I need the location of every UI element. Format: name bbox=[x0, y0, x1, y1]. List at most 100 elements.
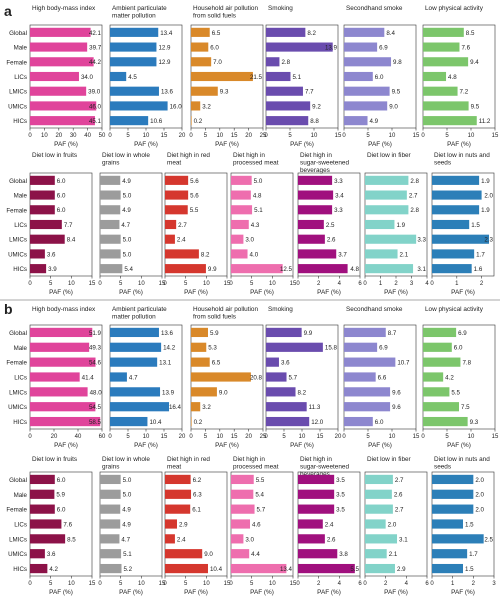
subplot-title: Diet low in fruits bbox=[32, 456, 77, 463]
x-tick-label: 0 bbox=[296, 581, 300, 587]
bar-value-label: 2.8 bbox=[281, 59, 290, 66]
bar-value-label: 6.0 bbox=[57, 507, 66, 514]
bar bbox=[365, 190, 407, 200]
bar-value-label: 7.7 bbox=[64, 222, 73, 229]
bar bbox=[231, 534, 244, 544]
bar-value-label: 7.6 bbox=[63, 521, 72, 528]
bar bbox=[298, 563, 355, 574]
category-label: LICs bbox=[14, 222, 27, 229]
bar bbox=[231, 489, 254, 499]
subplot-title: Secondhand smoke bbox=[346, 5, 403, 12]
bar bbox=[30, 190, 55, 200]
subplot-title-line: matter pollution bbox=[112, 13, 156, 20]
bar-value-label: 2.7 bbox=[409, 192, 418, 199]
bar-value-label: 5.0 bbox=[123, 251, 132, 258]
bar bbox=[365, 474, 393, 485]
bar bbox=[30, 42, 88, 52]
bar bbox=[30, 357, 96, 367]
subplot-title-line: matter pollution bbox=[112, 314, 156, 321]
x-tick-label: 5 bbox=[49, 581, 53, 587]
bar bbox=[432, 549, 468, 559]
x-tick-label: 10 bbox=[311, 133, 318, 139]
bar bbox=[100, 249, 121, 259]
x-tick-label: 0 bbox=[342, 434, 346, 440]
bar bbox=[266, 327, 302, 338]
x-axis-label: PAF (%) bbox=[215, 141, 239, 148]
x-tick-label: 0 bbox=[28, 281, 32, 287]
bar-value-label: 9.5 bbox=[392, 89, 401, 96]
x-tick-label: 15 bbox=[290, 281, 297, 287]
bar bbox=[100, 563, 122, 574]
bar bbox=[30, 327, 93, 338]
bar-value-label: 7.5 bbox=[461, 404, 470, 411]
bar bbox=[266, 57, 280, 67]
bar bbox=[231, 563, 287, 574]
category-label: LMICs bbox=[9, 89, 27, 96]
x-tick-label: 10 bbox=[143, 434, 150, 440]
bar-value-label: 13.4 bbox=[160, 30, 173, 37]
bar-value-label: 5.1 bbox=[254, 207, 263, 214]
subplot-title-line: Diet low in nuts and bbox=[434, 456, 490, 463]
x-tick-label: 15 bbox=[290, 581, 297, 587]
bar-value-label: 5.0 bbox=[123, 192, 132, 199]
bar bbox=[298, 504, 335, 514]
bar bbox=[110, 101, 168, 111]
subplot-title: Diet high in processed meat bbox=[233, 456, 279, 471]
bar-value-label: 6.1 bbox=[192, 507, 201, 514]
x-tick-label: 1 bbox=[379, 281, 383, 287]
x-tick-label: 10 bbox=[269, 581, 276, 587]
bar bbox=[30, 57, 94, 67]
bar bbox=[298, 175, 333, 185]
bar-value-label: 2.3 bbox=[484, 237, 493, 244]
x-tick-label: 0 bbox=[430, 581, 434, 587]
x-tick-label: 6 bbox=[358, 581, 362, 587]
bar bbox=[365, 175, 409, 185]
x-tick-label: 0 bbox=[28, 434, 32, 440]
x-tick-label: 0 bbox=[264, 133, 268, 139]
bar-value-label: 2.0 bbox=[484, 192, 493, 199]
bar bbox=[423, 27, 464, 37]
x-axis-label: PAF (%) bbox=[250, 289, 274, 296]
x-tick-label: 4 bbox=[405, 581, 409, 587]
x-axis-label: PAF (%) bbox=[54, 141, 78, 148]
subplot-title-line: Diet low in fiber bbox=[367, 456, 412, 463]
bar-value-label: 8.5 bbox=[67, 536, 76, 543]
x-tick-label: 10 bbox=[389, 133, 396, 139]
subplot-title-line: Diet low in fiber bbox=[367, 152, 412, 159]
bar bbox=[110, 357, 158, 367]
subplot-title-line: Diet high in bbox=[300, 152, 332, 159]
bar-value-label: 9.0 bbox=[204, 551, 213, 558]
subplot-title-line: from solid fuels bbox=[193, 13, 236, 20]
bar-value-label: 1.6 bbox=[474, 266, 483, 273]
bar bbox=[191, 357, 210, 367]
bar bbox=[423, 57, 469, 67]
bar bbox=[30, 234, 65, 244]
bar bbox=[30, 489, 55, 499]
bar-value-label: 5.2 bbox=[123, 566, 132, 573]
x-tick-label: 4 bbox=[338, 581, 342, 587]
category-label: UMICs bbox=[8, 251, 27, 258]
bar-value-label: 2.9 bbox=[397, 566, 406, 573]
x-tick-label: 0 bbox=[421, 434, 425, 440]
bar-value-label: 4.5 bbox=[128, 74, 137, 81]
x-axis-label: PAF (%) bbox=[451, 289, 475, 296]
bar bbox=[266, 71, 291, 82]
subplot-title-line: Diet low in nuts and bbox=[434, 152, 490, 159]
bar bbox=[30, 71, 79, 82]
subplot-title-line: beverages bbox=[300, 471, 330, 478]
x-tick-label: 5 bbox=[204, 434, 208, 440]
bar bbox=[266, 42, 333, 52]
subplot-title-line: meat bbox=[167, 464, 181, 471]
x-axis-label: PAF (%) bbox=[119, 289, 143, 296]
bar bbox=[110, 372, 127, 382]
x-tick-label: 15 bbox=[317, 434, 324, 440]
bar-value-label: 39.0 bbox=[88, 89, 101, 96]
bar-value-label: 4.8 bbox=[253, 192, 262, 199]
bar bbox=[432, 175, 480, 185]
bar-value-label: 21.5 bbox=[250, 74, 263, 81]
bar bbox=[165, 205, 188, 215]
bar bbox=[30, 101, 97, 111]
category-label: UMICs bbox=[8, 404, 27, 411]
x-tick-label: 0 bbox=[189, 133, 193, 139]
subplot-title: Diet low in whole grains bbox=[102, 456, 150, 471]
